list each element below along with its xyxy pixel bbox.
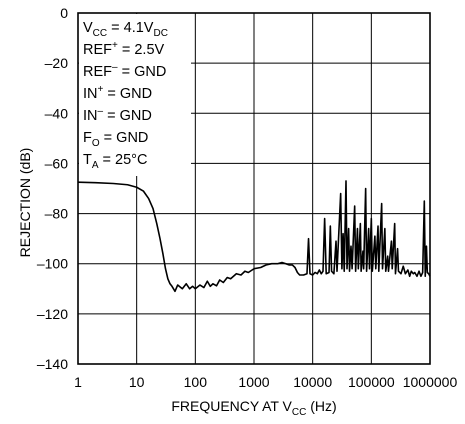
y-tick-label: –120 xyxy=(37,306,68,322)
x-tick-label: 10000 xyxy=(293,374,332,390)
x-tick-label: 1000000 xyxy=(403,374,458,390)
condition-line: VCC = 4.1VDC xyxy=(83,20,168,39)
x-tick-label: 10 xyxy=(129,374,145,390)
x-tick-label: 1 xyxy=(74,374,82,390)
x-tick-label: 100000 xyxy=(348,374,395,390)
y-axis-label: REJECTION (dB) xyxy=(17,148,33,258)
x-tick-label: 1000 xyxy=(238,374,269,390)
y-tick-label: –100 xyxy=(37,256,68,272)
y-tick-label: –40 xyxy=(45,105,69,121)
condition-line: IN+ = GND xyxy=(83,84,152,102)
plot-frame xyxy=(77,12,431,365)
x-axis-label-sub: CC xyxy=(292,407,306,418)
x-axis-label: FREQUENCY AT VCC (Hz) xyxy=(171,398,336,418)
y-tick-label: –140 xyxy=(37,356,68,372)
y-tick-label: –60 xyxy=(45,155,69,171)
conditions-box-bg xyxy=(79,14,191,176)
condition-line: FO = GND xyxy=(83,130,148,149)
condition-line: IN– = GND xyxy=(83,106,152,124)
x-tick-labels: 1 10 100 1000 10000 100000 1000000 xyxy=(74,374,457,390)
y-tick-label: 0 xyxy=(60,5,68,21)
y-tick-label: –20 xyxy=(45,55,69,71)
y-tick-labels: 0 –20 –40 –60 –80 –100 –120 –140 xyxy=(37,5,68,372)
x-axis-label-tail: (Hz) xyxy=(306,398,336,414)
condition-line: REF+ = 2.5V xyxy=(83,40,165,58)
x-axis-label-main: FREQUENCY AT V xyxy=(171,398,292,414)
series-line xyxy=(77,180,431,293)
x-tick-label: 100 xyxy=(184,374,208,390)
condition-line: REF– = GND xyxy=(83,62,166,80)
condition-line: TA = 25°C xyxy=(83,152,147,171)
y-tick-label: –80 xyxy=(45,206,69,222)
